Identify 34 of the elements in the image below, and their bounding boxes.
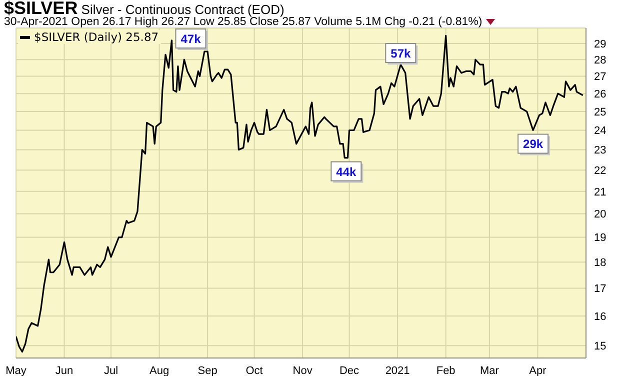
y-tick-label: 22 [594, 165, 606, 178]
x-tick-label: 2021 [385, 364, 410, 376]
x-tick-label: Apr [529, 364, 547, 376]
y-tick-label: 27 [594, 71, 606, 84]
x-tick-label: Dec [339, 364, 360, 376]
y-tick-label: 16 [594, 310, 606, 323]
chart-title: $SILVER Silver - Continuous Contract (EOD) [4, 0, 284, 18]
annotation: 57k [390, 46, 412, 61]
y-tick-label: 18 [594, 256, 606, 269]
x-tick-label: Aug [149, 364, 170, 376]
y-tick-label: 23 [594, 144, 606, 157]
y-tick-label: 25 [594, 106, 606, 118]
x-tick-label: Jun [55, 364, 74, 376]
x-tick-label: Jul [104, 364, 118, 376]
y-tick-label: 26 [594, 88, 606, 100]
y-tick-label: 17 [594, 283, 606, 296]
y-tick-label: 21 [594, 186, 606, 198]
y-tick-label: 24 [594, 125, 606, 138]
y-tick-label: 19 [594, 232, 606, 244]
annotation: 47k [180, 32, 202, 46]
y-tick-label: 20 [594, 208, 606, 221]
x-tick-label: Feb [436, 364, 456, 376]
annotation: 44k [336, 164, 356, 179]
x-tick-label: May [6, 364, 27, 376]
x-tick-label: Mar [480, 364, 500, 376]
y-tick-label: 29 [594, 38, 606, 50]
x-tick-label: Nov [292, 364, 313, 376]
y-tick-label: 28 [594, 54, 606, 67]
legend-label: $SILVER (Daily) 25.87 [34, 30, 159, 44]
annotation: 29k [523, 137, 544, 152]
y-tick-label: 15 [594, 340, 606, 353]
x-tick-label: Oct [246, 364, 263, 376]
chart-subtitle: 30-Apr-2021 Open 26.17 High 26.27 Low 25.85 Close 25.87 Volume 5.1M Chg -0.21 (-0.81%) [4, 16, 482, 28]
x-tick-label: Sep [198, 364, 218, 376]
